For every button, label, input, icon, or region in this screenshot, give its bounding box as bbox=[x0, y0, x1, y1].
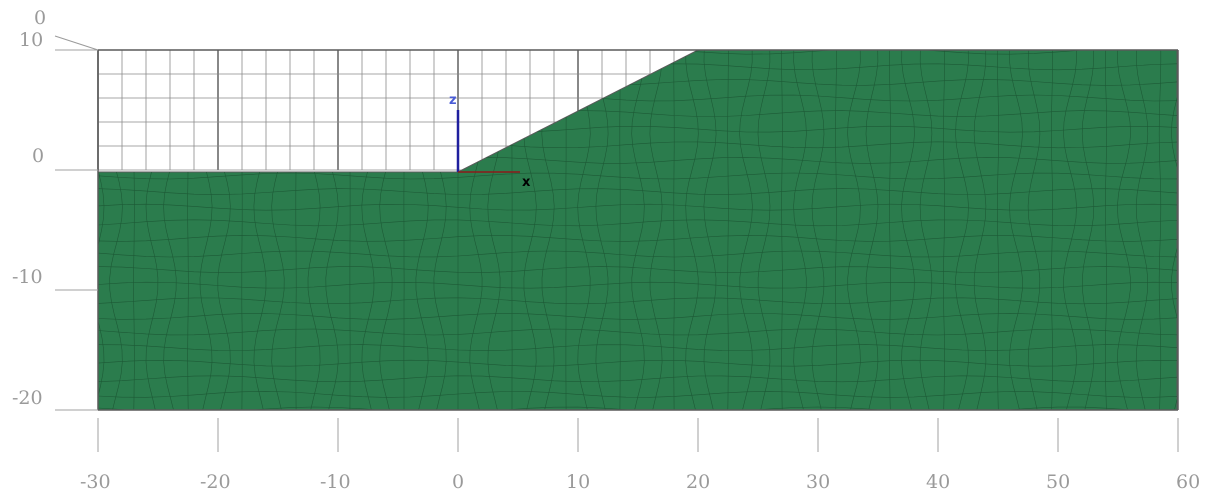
mesh-line bbox=[1063, 50, 1077, 410]
mesh-line bbox=[793, 50, 807, 410]
mesh-line bbox=[703, 50, 717, 410]
mesh-line bbox=[98, 203, 1177, 211]
coordinate-triad: z x bbox=[449, 93, 531, 190]
mesh-line bbox=[98, 250, 1177, 258]
x-tick-label-m20: -20 bbox=[200, 471, 231, 493]
mesh-line bbox=[98, 391, 1177, 398]
mesh-line bbox=[98, 172, 1177, 180]
mesh-line bbox=[1117, 50, 1131, 410]
mesh-line bbox=[943, 50, 945, 410]
corner-label: 0 bbox=[34, 7, 46, 29]
mesh-line bbox=[1135, 50, 1149, 410]
mesh-line bbox=[98, 266, 1177, 273]
x-tick-label-m10: -10 bbox=[320, 471, 351, 493]
mesh-line bbox=[98, 344, 1177, 351]
y-tick-label-m10: -10 bbox=[12, 266, 43, 288]
mesh-line bbox=[811, 50, 825, 410]
mesh-line bbox=[1081, 50, 1095, 410]
mesh-line bbox=[98, 359, 1177, 367]
mesh-line bbox=[595, 50, 609, 410]
mesh-line bbox=[835, 50, 837, 410]
mesh-line bbox=[865, 50, 879, 410]
mesh-line bbox=[1105, 50, 1107, 410]
mesh-line bbox=[919, 50, 933, 410]
x-tick-label-50: 50 bbox=[1046, 471, 1070, 493]
x-tick-label-10: 10 bbox=[566, 471, 590, 493]
mesh-line bbox=[98, 297, 1177, 305]
x-tick-label-30: 30 bbox=[806, 471, 830, 493]
mesh-line bbox=[1171, 50, 1177, 410]
mesh-line bbox=[98, 328, 1177, 336]
mesh-line bbox=[577, 50, 591, 410]
mesh-line bbox=[847, 50, 861, 410]
corner-leader-line bbox=[54, 35, 99, 51]
x-tick-label-60: 60 bbox=[1176, 471, 1200, 493]
x-axis-label: x bbox=[522, 175, 531, 190]
mesh-line bbox=[98, 313, 1177, 320]
y-tick-label-0: 0 bbox=[32, 145, 44, 167]
z-axis-label: z bbox=[449, 93, 457, 108]
mesh-line bbox=[98, 406, 1177, 410]
mesh-line bbox=[98, 235, 1177, 242]
mesh-line bbox=[727, 50, 729, 410]
mesh-line bbox=[98, 375, 1177, 383]
mesh-line bbox=[649, 50, 663, 410]
y-tick-label-10: 10 bbox=[19, 29, 43, 51]
y-tick-label-m20: -20 bbox=[12, 387, 43, 409]
mesh-line bbox=[1158, 50, 1162, 410]
mesh-line bbox=[98, 50, 105, 410]
model-frame bbox=[97, 49, 1179, 411]
mesh-line bbox=[1050, 50, 1054, 410]
mesh-line bbox=[98, 188, 1177, 195]
mesh-line bbox=[631, 50, 645, 410]
mesh-line bbox=[685, 50, 699, 410]
x-tick-label-m30: -30 bbox=[80, 471, 111, 493]
x-axis-ticks bbox=[97, 418, 1179, 452]
y-axis-ticks bbox=[55, 49, 98, 411]
x-tick-label-0: 0 bbox=[452, 471, 464, 493]
mesh-line bbox=[997, 50, 999, 410]
x-tick-label-20: 20 bbox=[686, 471, 710, 493]
mesh-line bbox=[98, 219, 1177, 227]
mesh-line bbox=[901, 50, 915, 410]
mesh-line bbox=[757, 50, 771, 410]
mesh-line bbox=[98, 281, 1177, 289]
mesh-line bbox=[1027, 50, 1041, 410]
mesh-line bbox=[973, 50, 987, 410]
mesh-line bbox=[889, 50, 891, 410]
mesh-line bbox=[781, 50, 783, 410]
x-tick-label-40: 40 bbox=[926, 471, 950, 493]
